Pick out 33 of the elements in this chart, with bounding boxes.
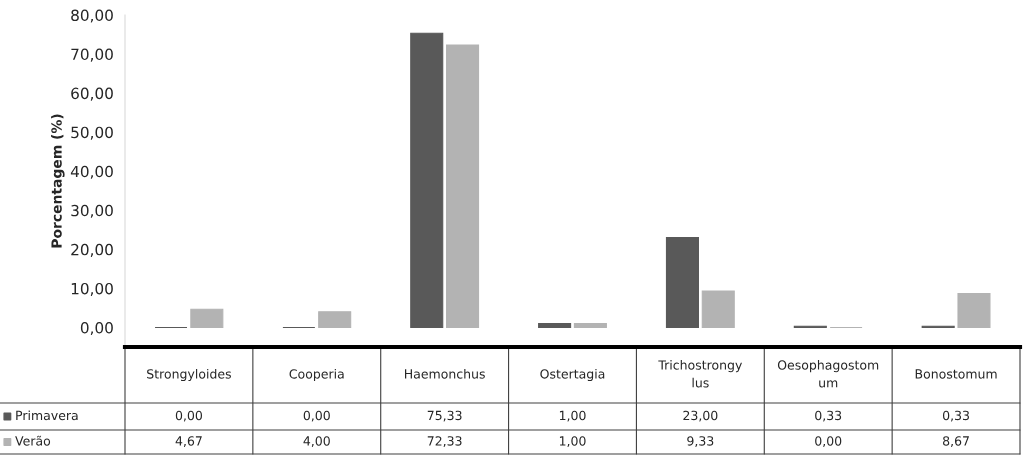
x-tick-label: Ostertagia <box>540 368 605 382</box>
x-tick-label: Strongyloides <box>147 368 231 382</box>
data-label: 23,00 <box>683 410 718 422</box>
y-tick-label: 60,00 <box>71 87 113 101</box>
data-label: 9,33 <box>687 436 714 447</box>
data-label: 8,67 <box>943 436 969 447</box>
data-label: 72,33 <box>427 436 462 447</box>
x-tick-label: Bonostomum <box>915 369 997 379</box>
y-tick-label: 30,00 <box>71 204 113 218</box>
data-label: 0,00 <box>303 410 330 422</box>
y-tick-label: 70,00 <box>71 48 113 62</box>
data-label: 0,33 <box>942 410 969 422</box>
y-tick-label: 40,00 <box>70 165 113 179</box>
y-tick-label: 80,00 <box>71 9 113 23</box>
y-tick-label: 50,00 <box>71 126 113 140</box>
data-label: 0,00 <box>175 410 203 422</box>
data-label: 4,67 <box>175 436 202 447</box>
x-tick-label: Oesophagostomum <box>777 360 879 388</box>
x-tick-label: Trichostrongylus <box>658 360 742 388</box>
data-label: 0,33 <box>815 410 842 422</box>
legend-label: Primavera <box>16 410 78 421</box>
data-label: 75,33 <box>427 410 462 422</box>
y-tick-label: 0,00 <box>80 321 113 336</box>
data-label: 4,00 <box>303 436 330 447</box>
x-tick-label: Haemonchus <box>405 368 485 379</box>
y-axis-title: Porcentagem (%) <box>51 114 65 248</box>
data-label: 0,00 <box>815 436 842 447</box>
data-label: 1,00 <box>559 410 586 422</box>
y-tick-label: 20,00 <box>71 243 113 257</box>
legend-label: Verão <box>15 435 51 446</box>
x-tick-label: Cooperia <box>289 368 344 382</box>
y-tick-label: 10,00 <box>71 282 113 296</box>
data-label: 1,00 <box>559 436 586 447</box>
